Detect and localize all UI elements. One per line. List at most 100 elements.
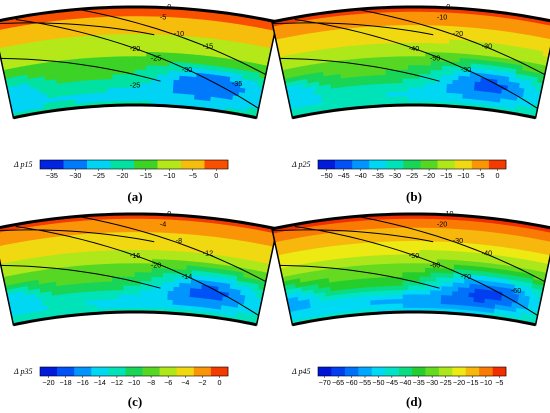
field-cell <box>117 267 124 273</box>
field-cell <box>175 43 183 50</box>
colorbar-tick-label: −8 <box>147 378 155 387</box>
field-cell <box>140 302 147 308</box>
field-cell <box>419 82 426 88</box>
field-cell <box>129 271 136 277</box>
field-cell <box>419 240 427 246</box>
colorbar-tick-label: −50 <box>372 378 384 387</box>
blade-line <box>272 22 434 36</box>
field-cell <box>402 289 409 295</box>
field-cell <box>188 98 195 104</box>
field-cell <box>462 21 470 28</box>
field-cell <box>457 291 465 297</box>
field-cell <box>465 53 473 59</box>
field-cell <box>178 286 186 293</box>
colorbar-tick-label: −35 <box>413 378 425 387</box>
field-cell <box>377 29 385 36</box>
field-cell <box>396 253 403 260</box>
field-cell <box>151 294 158 300</box>
field-cell <box>129 91 136 97</box>
field-cell <box>79 295 87 302</box>
field-cell <box>454 52 461 59</box>
colorbar-swatch <box>352 160 370 169</box>
field-cell <box>425 218 433 224</box>
field-cell <box>450 228 457 234</box>
field-cell <box>437 38 444 44</box>
field-cell <box>446 290 454 296</box>
field-cell <box>171 228 178 234</box>
field-cell <box>407 55 415 61</box>
field-cell <box>457 84 465 90</box>
field-cell <box>156 96 163 102</box>
field-cell <box>388 11 396 17</box>
field-cell <box>161 91 168 98</box>
field-cell <box>90 88 98 94</box>
colorbar-swatch <box>454 160 473 169</box>
colorbar-tick-label: −35 <box>372 171 384 180</box>
field-cell <box>101 285 108 291</box>
field-cell <box>178 84 186 90</box>
field-cell <box>396 55 403 61</box>
field-cell <box>79 224 87 230</box>
field-cell <box>401 11 409 17</box>
field-cell <box>359 97 367 104</box>
field-cell <box>118 302 125 309</box>
field-cell <box>353 296 360 302</box>
field-cell <box>134 69 141 75</box>
field-cell <box>134 33 142 39</box>
field-cell <box>460 44 468 50</box>
field-cell <box>112 87 119 93</box>
field-cell <box>117 258 124 264</box>
field-cell <box>79 80 86 86</box>
field-cell <box>101 294 109 300</box>
field-cell <box>378 245 385 251</box>
field-cell <box>450 21 457 27</box>
field-cell <box>454 246 462 252</box>
field-cell <box>78 282 86 289</box>
colorbar-swatch <box>420 160 438 169</box>
blade-line <box>294 19 538 109</box>
field-cell <box>354 40 362 46</box>
field-cell <box>145 298 152 304</box>
field-cell <box>151 73 158 79</box>
field-cell <box>408 86 415 92</box>
field-cell <box>164 25 172 31</box>
field-cell <box>419 218 427 224</box>
field-cell <box>436 47 444 53</box>
colorbar-tick-label: −14 <box>94 378 106 387</box>
field-cell <box>353 35 361 42</box>
panel-c: 0-4-8-12-16-20-14−20 −18 −16 −14 −12 −10 −8 −6−… <box>0 209 278 409</box>
field-cell <box>386 91 393 98</box>
field-cell <box>95 290 103 296</box>
field-cell <box>364 295 371 301</box>
field-cell <box>80 242 88 248</box>
field-cell <box>99 249 107 256</box>
field-cell <box>150 303 157 309</box>
field-cell <box>183 12 191 19</box>
contour-field <box>272 7 550 118</box>
colorbar-swatch <box>193 367 212 376</box>
field-cell <box>128 37 136 43</box>
panel-label: (c) <box>128 394 142 409</box>
field-cell <box>179 282 186 288</box>
field-cell <box>165 223 173 229</box>
contour-label: -4 <box>160 219 166 228</box>
field-cell <box>98 227 106 234</box>
field-cell <box>378 51 386 58</box>
field-cell <box>123 60 130 66</box>
colorbar-title: Δ p15 <box>13 160 33 169</box>
field-cell <box>401 240 409 246</box>
field-cell <box>122 244 130 251</box>
field-cell <box>440 298 447 305</box>
field-cell <box>180 57 188 63</box>
contour-label: -30 <box>461 65 471 74</box>
field-cell <box>435 289 442 296</box>
field-cell <box>363 75 370 81</box>
field-cell <box>79 287 86 293</box>
field-cell <box>380 281 387 287</box>
field-cell <box>395 33 403 39</box>
field-cell <box>401 253 409 259</box>
field-cell <box>116 218 124 224</box>
field-cell <box>169 52 176 58</box>
field-cell <box>436 69 443 75</box>
field-cell <box>373 56 380 63</box>
